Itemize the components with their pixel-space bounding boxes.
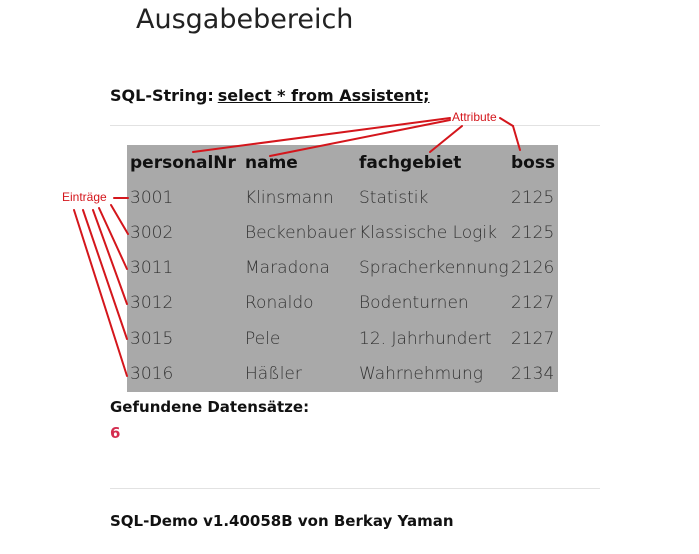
annotation-arrow (82, 209, 128, 340)
table-cell: 2127 (511, 329, 555, 349)
table-cell: 2125 (511, 188, 555, 208)
table-cell: Bodenturnen (359, 293, 469, 313)
table-header-personalnr: personalNr (130, 153, 236, 173)
table-cell: 3015 (130, 329, 174, 349)
table-cell: 3011 (130, 258, 174, 278)
table-cell: 2134 (511, 364, 555, 384)
table-cell: 2126 (511, 258, 555, 278)
table-cell: Maradona (245, 258, 330, 278)
sql-string-label: SQL-String: (110, 86, 214, 105)
table-cell: 3016 (130, 364, 174, 384)
annotation-arrow (92, 209, 128, 305)
divider-bottom (110, 488, 600, 489)
annotation-arrow (73, 209, 128, 377)
table-cell: Statistik (359, 188, 429, 208)
table-cell: Spracherkennung (359, 258, 509, 278)
table-cell: Ronaldo (245, 293, 314, 313)
annotation-arrow (98, 207, 128, 270)
table-cell: Beckenbauer (245, 223, 356, 243)
page-title: Ausgabebereich (136, 4, 354, 35)
table-cell: Wahrnehmung (359, 364, 483, 384)
annotation-attribute-label: Attribute (452, 110, 497, 124)
table-cell: Klinsmann (245, 188, 334, 208)
table-header-name: name (245, 153, 298, 173)
table-cell: Häßler (245, 364, 302, 384)
table-header-fachgebiet: fachgebiet (359, 153, 462, 173)
found-records-count: 6 (110, 424, 121, 442)
divider-top (110, 125, 600, 126)
found-records-label: Gefundene Datensätze: (110, 398, 310, 416)
table-cell: 2127 (511, 293, 555, 313)
footer-version: SQL-Demo v1.40058B von Berkay Yaman (110, 512, 454, 530)
table-header-boss: boss (511, 153, 556, 173)
sql-string-line: SQL-String: select * from Assistent; (110, 86, 430, 105)
table-cell: 2125 (511, 223, 555, 243)
sql-query-text: select * from Assistent; (217, 86, 430, 105)
table-cell: 3012 (130, 293, 174, 313)
result-table: personalNr name fachgebiet boss 3001 Kli… (127, 145, 558, 392)
table-cell: 12. Jahrhundert (359, 329, 492, 349)
table-cell: 3002 (130, 223, 174, 243)
annotation-arrow (110, 204, 129, 235)
table-cell: Klassische Logik (359, 223, 497, 243)
table-cell: 3001 (130, 188, 174, 208)
annotation-entries-label: Einträge (62, 190, 107, 204)
table-cell: Pele (245, 329, 281, 349)
